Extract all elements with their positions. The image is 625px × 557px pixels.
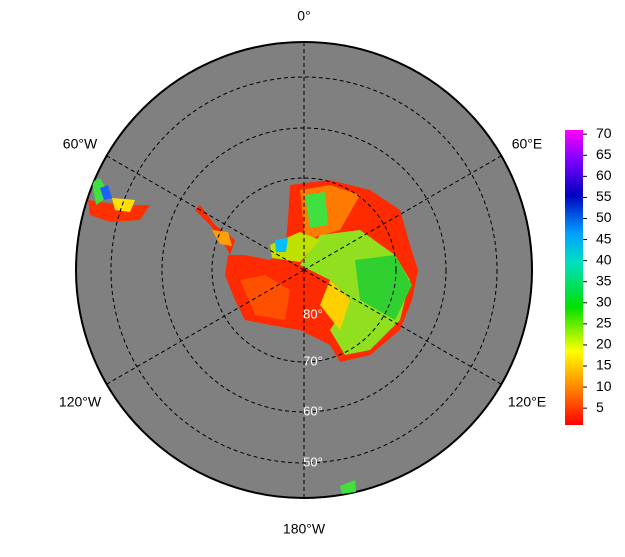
latitude-label: 80° xyxy=(303,306,323,321)
colorbar-tick-label: 20 xyxy=(596,336,612,352)
colorbar-tick-label: 25 xyxy=(596,315,612,331)
latitude-label: 70° xyxy=(303,353,323,368)
colorbar-tick-label: 15 xyxy=(596,357,612,373)
colorbar-tick-label: 70 xyxy=(596,125,612,141)
meridian-label: 180°W xyxy=(283,521,326,537)
colorbar-tick-label: 40 xyxy=(596,251,612,267)
meridian-label: 120°W xyxy=(59,394,102,410)
latitude-label: 50° xyxy=(303,454,323,469)
colorbar-tick-label: 35 xyxy=(596,272,612,288)
colorbar xyxy=(565,130,583,425)
colorbar-tick-label: 10 xyxy=(596,378,612,394)
colorbar-tick-label: 60 xyxy=(596,167,612,183)
meridian-label: 60°W xyxy=(63,136,98,152)
latitude-label: 60° xyxy=(303,403,323,418)
meridian-label: 0° xyxy=(297,8,310,24)
colorbar-tick-label: 45 xyxy=(596,230,612,246)
meridian-label: 60°E xyxy=(512,136,543,152)
graticule xyxy=(106,42,502,498)
meridian-label: 120°E xyxy=(508,394,546,410)
colorbar-tick-label: 55 xyxy=(596,188,612,204)
colorbar-tick-label: 65 xyxy=(596,146,612,162)
colorbar-tick-label: 50 xyxy=(596,209,612,225)
colorbar-tick-label: 5 xyxy=(596,399,604,415)
colorbar-tick-label: 30 xyxy=(596,293,612,309)
